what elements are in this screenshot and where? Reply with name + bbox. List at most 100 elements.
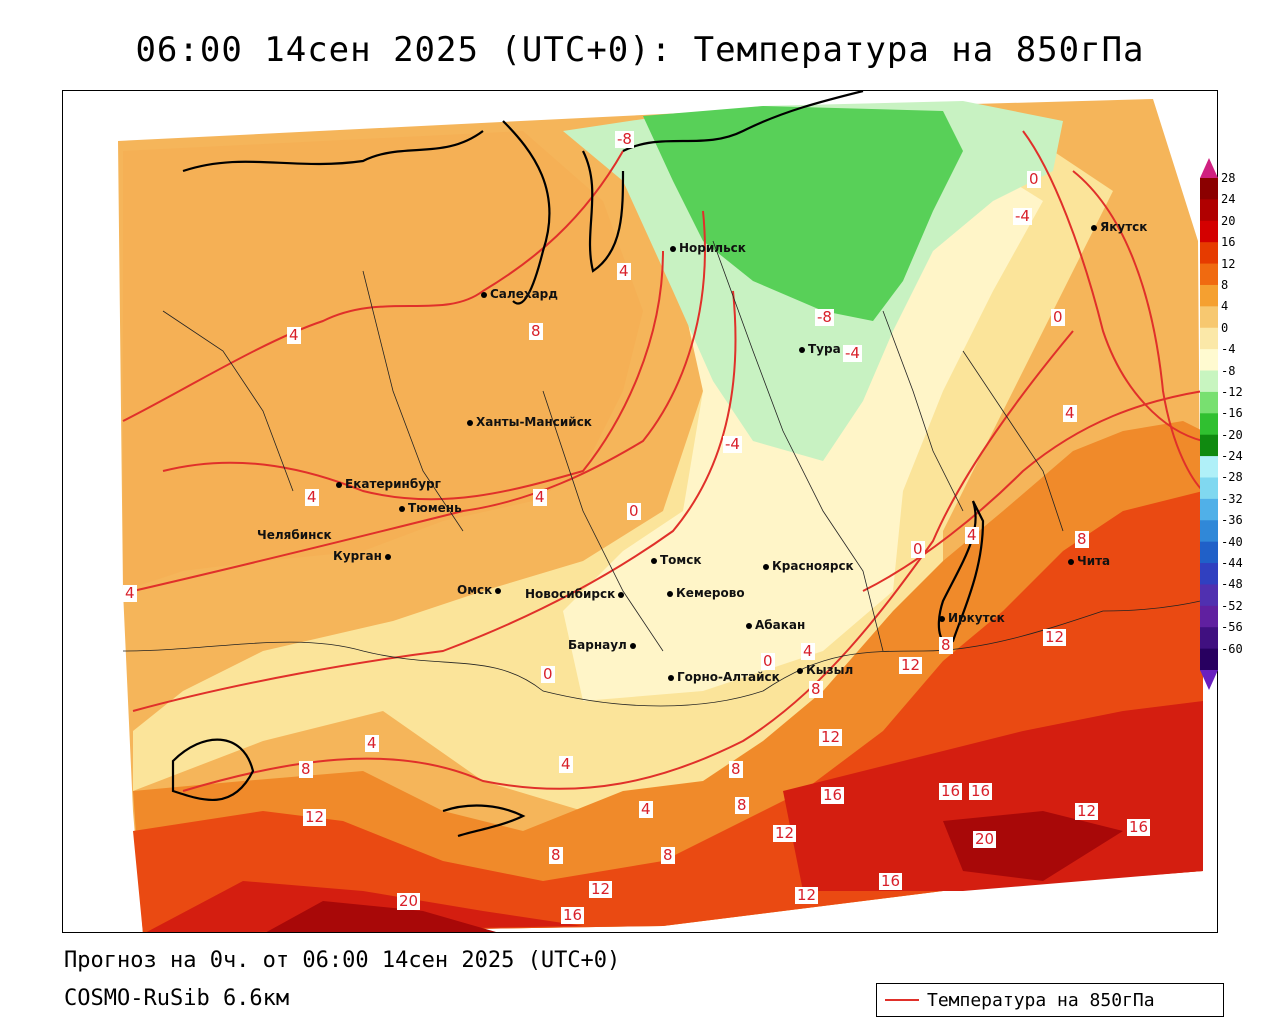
contour-label: 12 <box>795 886 819 904</box>
contour-label: 8 <box>299 760 313 778</box>
contour-label: 12 <box>899 656 923 674</box>
colorbar-tick-label: -24 <box>1221 449 1243 464</box>
contour-label: 4 <box>559 755 573 773</box>
city-dot-icon <box>746 622 752 629</box>
contour-label: 8 <box>809 680 823 698</box>
city-tomsk: Томск <box>651 553 702 567</box>
temperature-map <box>118 91 1217 932</box>
contour-label: 12 <box>773 824 797 842</box>
city-khanty-mansiysk: Ханты-Мансийск <box>467 415 592 429</box>
contour-label: 12 <box>1043 628 1067 646</box>
city-omsk: Омск <box>457 583 504 597</box>
colorbar-tick-label: 16 <box>1221 235 1236 250</box>
city-abakan: Абакан <box>746 618 805 632</box>
city-dot-icon <box>667 590 673 597</box>
contour-label: 16 <box>821 786 845 804</box>
contour-label: 4 <box>365 734 379 752</box>
city-dot-icon <box>467 419 473 426</box>
contour-label: 16 <box>879 872 903 890</box>
colorbar-tick-label: 4 <box>1221 299 1229 314</box>
contour-label: 16 <box>1127 818 1151 836</box>
city-dot-icon <box>399 505 405 512</box>
contour-label: 16 <box>561 906 585 924</box>
city-dot-icon <box>668 674 674 681</box>
city-novosibirsk: Новосибирск <box>525 587 627 601</box>
city-barnaul: Барнаул <box>568 638 639 652</box>
coastlines <box>171 91 985 838</box>
contour-label: 0 <box>761 652 775 670</box>
boundaries <box>122 240 1217 707</box>
contour-label: 8 <box>729 760 743 778</box>
city-salekhard: Салехард <box>481 287 558 301</box>
colorbar <box>1200 158 1218 690</box>
colorbar-arrow-down-icon <box>1200 670 1218 690</box>
colorbar-swatch <box>1200 584 1218 607</box>
colorbar-tick-label: 12 <box>1221 256 1236 271</box>
colorbar-swatch <box>1200 284 1218 307</box>
city-irkutsk: Иркутск <box>939 611 1005 625</box>
city-dot-icon <box>670 245 676 252</box>
contour-label: 8 <box>549 846 563 864</box>
colorbar-tick-label: -28 <box>1221 470 1243 485</box>
colorbar-swatch <box>1200 413 1218 436</box>
city-dot-icon <box>336 481 342 488</box>
colorbar-swatch <box>1200 627 1218 650</box>
contour-label: -4 <box>1013 207 1032 225</box>
colorbar-swatch <box>1200 648 1218 671</box>
colorbar-tick-label: -20 <box>1221 427 1243 442</box>
map-panel[interactable]: Салехард Норильск Тура Якутск Ханты-Манс… <box>62 90 1218 933</box>
contour-label: 4 <box>287 326 301 344</box>
contour-label: 12 <box>589 880 613 898</box>
colorbar-tick-label: -48 <box>1221 577 1243 592</box>
colorbar-arrow-up-icon <box>1200 158 1218 178</box>
city-dot-icon <box>797 667 803 674</box>
colorbar-tick-label: -52 <box>1221 598 1243 613</box>
contour-label: 4 <box>533 488 547 506</box>
colorbar-tick-label: -40 <box>1221 534 1243 549</box>
city-krasnoyarsk: Красноярск <box>763 559 854 573</box>
contour-label: 16 <box>939 782 963 800</box>
colorbar-tick-label: 24 <box>1221 192 1236 207</box>
colorbar-swatch <box>1200 220 1218 243</box>
colorbar-tick-label: -44 <box>1221 556 1243 571</box>
city-yakutsk: Якутск <box>1091 220 1147 234</box>
contour-label: -4 <box>843 344 862 362</box>
contour-label: 4 <box>123 584 137 602</box>
city-dot-icon <box>799 346 805 353</box>
colorbar-swatch <box>1200 370 1218 393</box>
city-dot-icon <box>1091 224 1097 231</box>
contour-label: 20 <box>973 830 997 848</box>
colorbar-swatch <box>1200 605 1218 628</box>
legend: Температура на 850гПа <box>876 983 1224 1017</box>
contour-label: 4 <box>801 642 815 660</box>
colorbar-swatch <box>1200 349 1218 372</box>
chart-title: 06:00 14сен 2025 (UTC+0): Температура на… <box>135 30 1145 70</box>
colorbar-tick-label: -8 <box>1221 363 1236 378</box>
zone-west-4 <box>123 131 643 591</box>
contour-label: 0 <box>911 540 925 558</box>
city-yekaterinburg: Екатеринбург <box>336 477 441 491</box>
colorbar-swatch <box>1200 541 1218 564</box>
colorbar-tick-label: -32 <box>1221 491 1243 506</box>
zone-hot-20 <box>266 811 1123 932</box>
city-chita: Чита <box>1068 554 1110 568</box>
colorbar-tick-label: 28 <box>1221 171 1236 185</box>
legend-line-icon <box>885 999 919 1001</box>
city-kyzyl: Кызыл <box>797 663 853 677</box>
city-chelyabinsk: Челябинск <box>257 528 332 542</box>
city-tura: Тура <box>799 342 841 356</box>
contour-label: 8 <box>529 322 543 340</box>
colorbar-swatch <box>1200 327 1218 350</box>
contour-label: 8 <box>1075 530 1089 548</box>
colorbar-swatch <box>1200 199 1218 222</box>
colorbar-tick-label: -36 <box>1221 513 1243 528</box>
contour-label: -4 <box>723 435 742 453</box>
city-norilsk: Норильск <box>670 241 746 255</box>
colorbar-swatch <box>1200 263 1218 286</box>
colorbar-tick-label: -60 <box>1221 641 1243 656</box>
colorbar-swatch <box>1200 563 1218 585</box>
city-dot-icon <box>618 591 625 598</box>
colorbar-swatch <box>1200 520 1218 543</box>
contour-label: 0 <box>1051 308 1065 326</box>
city-gorno-altaysk: Горно-Алтайск <box>668 670 780 684</box>
